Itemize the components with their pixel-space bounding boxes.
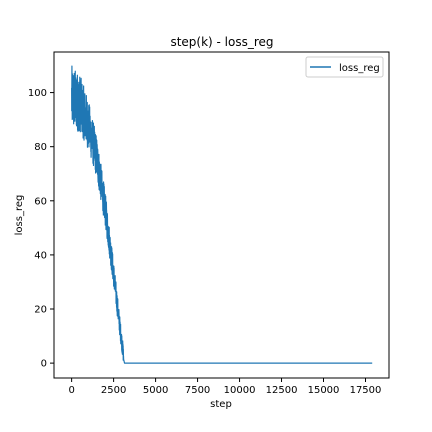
- series-line-loss-reg: [71, 65, 373, 364]
- x-tick-label: 5000: [143, 385, 168, 396]
- x-axis-ticks: 0 2500 5000 7500 10000 12500 15000 17500: [68, 378, 381, 396]
- y-tick-label: 80: [34, 142, 47, 153]
- y-tick-label: 100: [28, 88, 47, 99]
- chart-title: step(k) - loss_reg: [170, 35, 273, 49]
- plot-area: [71, 65, 373, 364]
- legend-box: [305, 56, 384, 78]
- y-tick-label: 0: [41, 359, 47, 370]
- x-tick-label: 2500: [101, 385, 126, 396]
- y-tick-label: 60: [34, 196, 47, 207]
- legend: loss_reg: [305, 56, 384, 78]
- x-tick-label: 12500: [266, 385, 298, 396]
- x-tick-label: 17500: [350, 385, 382, 396]
- y-tick-label: 40: [34, 250, 47, 261]
- x-tick-label: 15000: [308, 385, 340, 396]
- y-axis-label: loss_reg: [14, 195, 25, 236]
- legend-entry-loss-reg: loss_reg: [339, 63, 380, 74]
- y-axis-ticks: 0 20 40 60 80 100: [28, 88, 54, 370]
- x-tick-label: 7500: [185, 385, 210, 396]
- plot-frame: [53, 51, 390, 379]
- x-tick-label: 10000: [224, 385, 256, 396]
- x-tick-label: 0: [68, 385, 74, 396]
- y-tick-label: 20: [34, 305, 47, 316]
- x-axis-label: step: [210, 399, 232, 410]
